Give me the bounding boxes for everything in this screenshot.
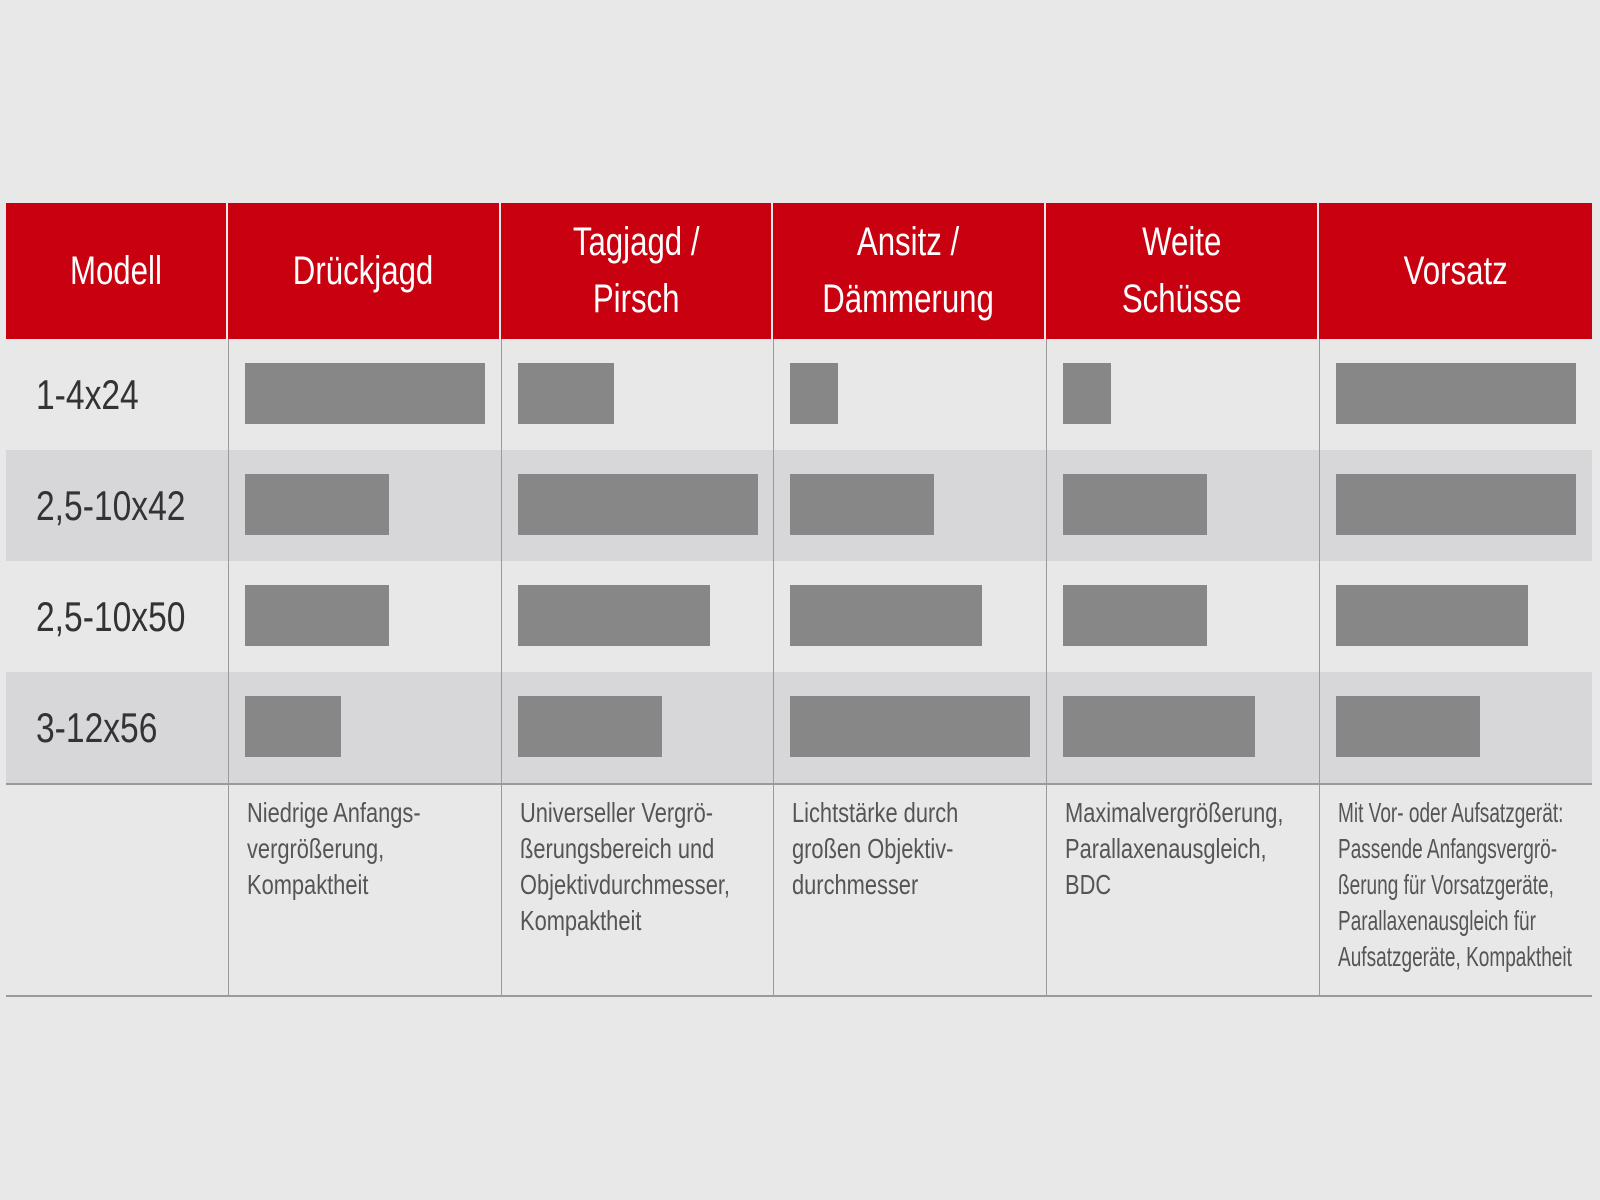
column-header-label: Drückjagd	[293, 243, 433, 300]
note-line: Kompaktheit	[520, 905, 642, 936]
rating-bar	[245, 363, 485, 424]
rating-bar	[1063, 474, 1207, 535]
model-label: 3-12x56	[36, 704, 158, 751]
note-line: Universeller Vergrö-	[520, 797, 713, 828]
column-header-label: Tagjagd / Pirsch	[573, 214, 700, 328]
note-line: Lichtstärke durch	[792, 797, 959, 828]
table-row: 1-4x24	[6, 339, 1592, 450]
column-header: Drückjagd	[228, 203, 499, 339]
column-divider	[1319, 339, 1320, 996]
note-line: Parallaxenausgleich für	[1338, 905, 1536, 936]
column-header: Tagjagd / Pirsch	[501, 203, 771, 339]
column-note: Maximalvergrößerung, Parallaxenausgleich,…	[1065, 795, 1283, 903]
column-note: Niedrige Anfangs-vergrößerung, Kompakthei…	[247, 795, 421, 903]
column-header: Vorsatz	[1319, 203, 1592, 339]
column-divider	[773, 339, 774, 996]
header-line: Drückjagd	[293, 248, 434, 293]
row-divider	[6, 995, 1592, 997]
note-line: ßerung für Vorsatzgeräte,	[1338, 869, 1554, 900]
column-divider	[1046, 339, 1047, 996]
rating-bar	[518, 585, 710, 646]
model-label: 2,5-10x50	[36, 593, 186, 640]
header-line: Tagjagd /	[572, 220, 700, 264]
note-line: ßerungsbereich und	[520, 833, 715, 864]
rating-bar	[1063, 363, 1111, 424]
rating-bar	[790, 363, 838, 424]
rating-bar	[1336, 585, 1528, 646]
rating-bar	[518, 474, 758, 535]
column-header: Weite Schüsse	[1046, 203, 1317, 339]
header-line: Pirsch	[592, 277, 680, 321]
rating-bar	[1336, 363, 1576, 424]
note-line: Kompaktheit	[247, 869, 369, 900]
rating-bar	[245, 585, 389, 646]
model-label: 1-4x24	[36, 371, 139, 418]
rating-bar	[245, 696, 341, 757]
rating-bar	[1063, 585, 1207, 646]
note-line: BDC	[1065, 869, 1112, 900]
header-line: Ansitz /	[857, 220, 960, 264]
row-divider	[6, 783, 1592, 785]
rating-bar	[1336, 696, 1480, 757]
column-header: Ansitz / Dämmerung	[773, 203, 1044, 339]
rating-bar	[1063, 696, 1255, 757]
column-header-label: Weite Schüsse	[1122, 214, 1242, 328]
rating-bar	[518, 363, 614, 424]
note-line: vergrößerung,	[247, 833, 385, 864]
header-line: Dämmerung	[822, 277, 995, 321]
header-line: Modell	[70, 248, 162, 293]
note-line: Passende Anfangsvergrö-	[1338, 833, 1558, 864]
header-line: Weite	[1141, 220, 1222, 264]
column-header-label: Vorsatz	[1403, 243, 1507, 300]
rating-bar	[245, 474, 389, 535]
note-line: durchmesser	[792, 869, 919, 900]
rating-bar	[790, 696, 1030, 757]
note-line: Maximalvergrößerung,	[1065, 797, 1284, 828]
rating-bar	[1336, 474, 1576, 535]
column-note: Universeller Vergrö-ßerungsbereich und Ob…	[520, 795, 730, 939]
column-header-label: Modell	[70, 243, 162, 300]
note-line: Parallaxenausgleich,	[1065, 833, 1267, 864]
header-line: Schüsse	[1121, 277, 1242, 321]
column-header: Modell	[6, 203, 226, 339]
column-header-label: Ansitz / Dämmerung	[823, 214, 995, 328]
header-line: Vorsatz	[1403, 248, 1508, 293]
column-note: Lichtstärke durch großen Objektiv-durchme…	[792, 795, 958, 903]
note-line: Mit Vor- oder Aufsatzgerät:	[1338, 797, 1564, 828]
rating-bar	[790, 585, 982, 646]
note-line: Niedrige Anfangs-	[247, 797, 421, 828]
column-divider	[501, 339, 502, 996]
note-line: Objektivdurchmesser,	[520, 869, 730, 900]
note-line: Aufsatzgeräte, Kompaktheit	[1338, 941, 1572, 972]
rating-bar	[518, 696, 662, 757]
note-line: großen Objektiv-	[792, 833, 954, 864]
table-row: 3-12x56	[6, 672, 1592, 783]
table-row: 2,5-10x50	[6, 561, 1592, 672]
table-row: 2,5-10x42	[6, 450, 1592, 561]
column-note: Mit Vor- oder Aufsatzgerät: Passende Anfa…	[1338, 795, 1572, 975]
column-divider	[228, 339, 229, 996]
model-label: 2,5-10x42	[36, 482, 186, 529]
rating-bar	[790, 474, 934, 535]
